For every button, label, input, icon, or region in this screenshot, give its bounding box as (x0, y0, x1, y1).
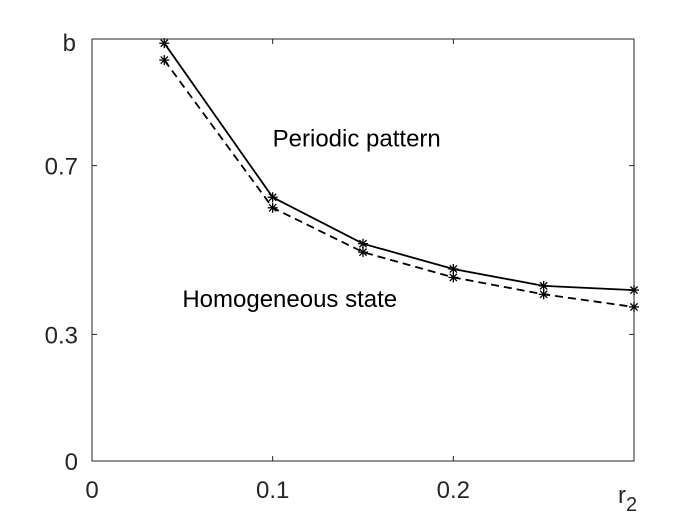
x-tick-label: 0.2 (437, 477, 470, 504)
series-solid (159, 38, 639, 296)
region-label: Homogeneous state (182, 286, 397, 313)
data-point-marker (538, 289, 549, 300)
y-tick-label: 0.7 (45, 154, 78, 181)
axis-ticks (91, 39, 634, 462)
x-tick-label: 0.1 (256, 477, 289, 504)
x-axis-label-subscript: 2 (626, 494, 637, 516)
data-point-marker (448, 263, 459, 274)
y-tick-label: 0.3 (45, 322, 78, 349)
x-tick-label: 0 (85, 477, 98, 504)
y-tick-label: 0 (65, 449, 78, 476)
x-axis-label-main: r (618, 482, 626, 509)
data-point-marker (358, 247, 368, 258)
data-point-marker (267, 192, 278, 203)
x-axis-label: r2 (618, 482, 637, 516)
data-point-marker (629, 301, 639, 312)
axis-tick-labels: 0 0.1 0.2 0 0.3 0.7 (45, 154, 470, 504)
data-point-marker (159, 38, 170, 49)
series-line-solid (163, 42, 635, 291)
data-point-marker (448, 272, 459, 283)
chart-annotations: Periodic pattern Homogeneous state (182, 126, 440, 313)
y-axis-label: b (63, 30, 76, 57)
series-dashed (159, 55, 639, 312)
region-label: Periodic pattern (273, 126, 441, 153)
data-point-marker (159, 55, 170, 66)
data-point-marker (267, 202, 278, 213)
data-point-marker (358, 238, 368, 249)
data-point-marker (629, 285, 639, 296)
series-line-dashed (163, 59, 635, 308)
series-layer (159, 38, 639, 312)
data-point-marker (538, 280, 549, 291)
